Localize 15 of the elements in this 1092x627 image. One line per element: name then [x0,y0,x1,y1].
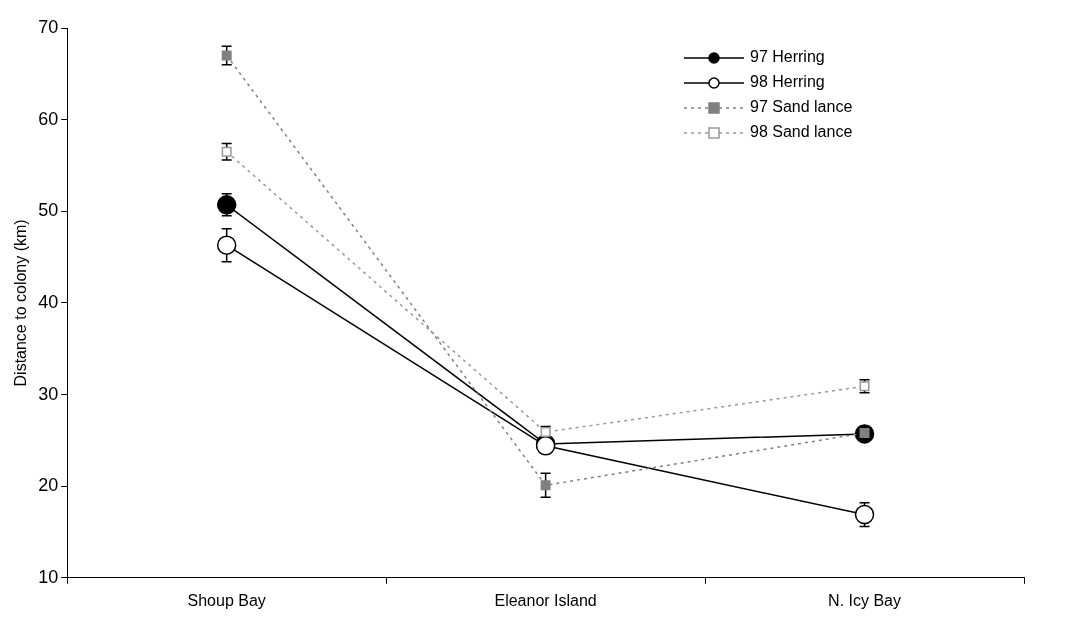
x-tick-label: N. Icy Bay [828,591,901,609]
y-tick-label: 50 [38,200,59,221]
legend-label: 98 Herring [750,73,825,91]
x-tick-label: Shoup Bay [187,591,266,609]
y-tick-label: 60 [38,108,59,129]
y-axis-title: Distance to colony (km) [12,219,30,387]
x-tick-label: Eleanor Island [494,591,597,609]
y-tick-label: 20 [38,475,59,496]
y-tick-label: 10 [38,566,59,587]
y-tick-label: 70 [38,16,59,37]
legend-label: 98 Sand lance [750,123,853,141]
y-tick-label: 40 [38,291,59,312]
y-tick-label: 30 [38,383,59,404]
legend-label: 97 Herring [750,48,825,66]
legend-label: 97 Sand lance [750,98,853,116]
